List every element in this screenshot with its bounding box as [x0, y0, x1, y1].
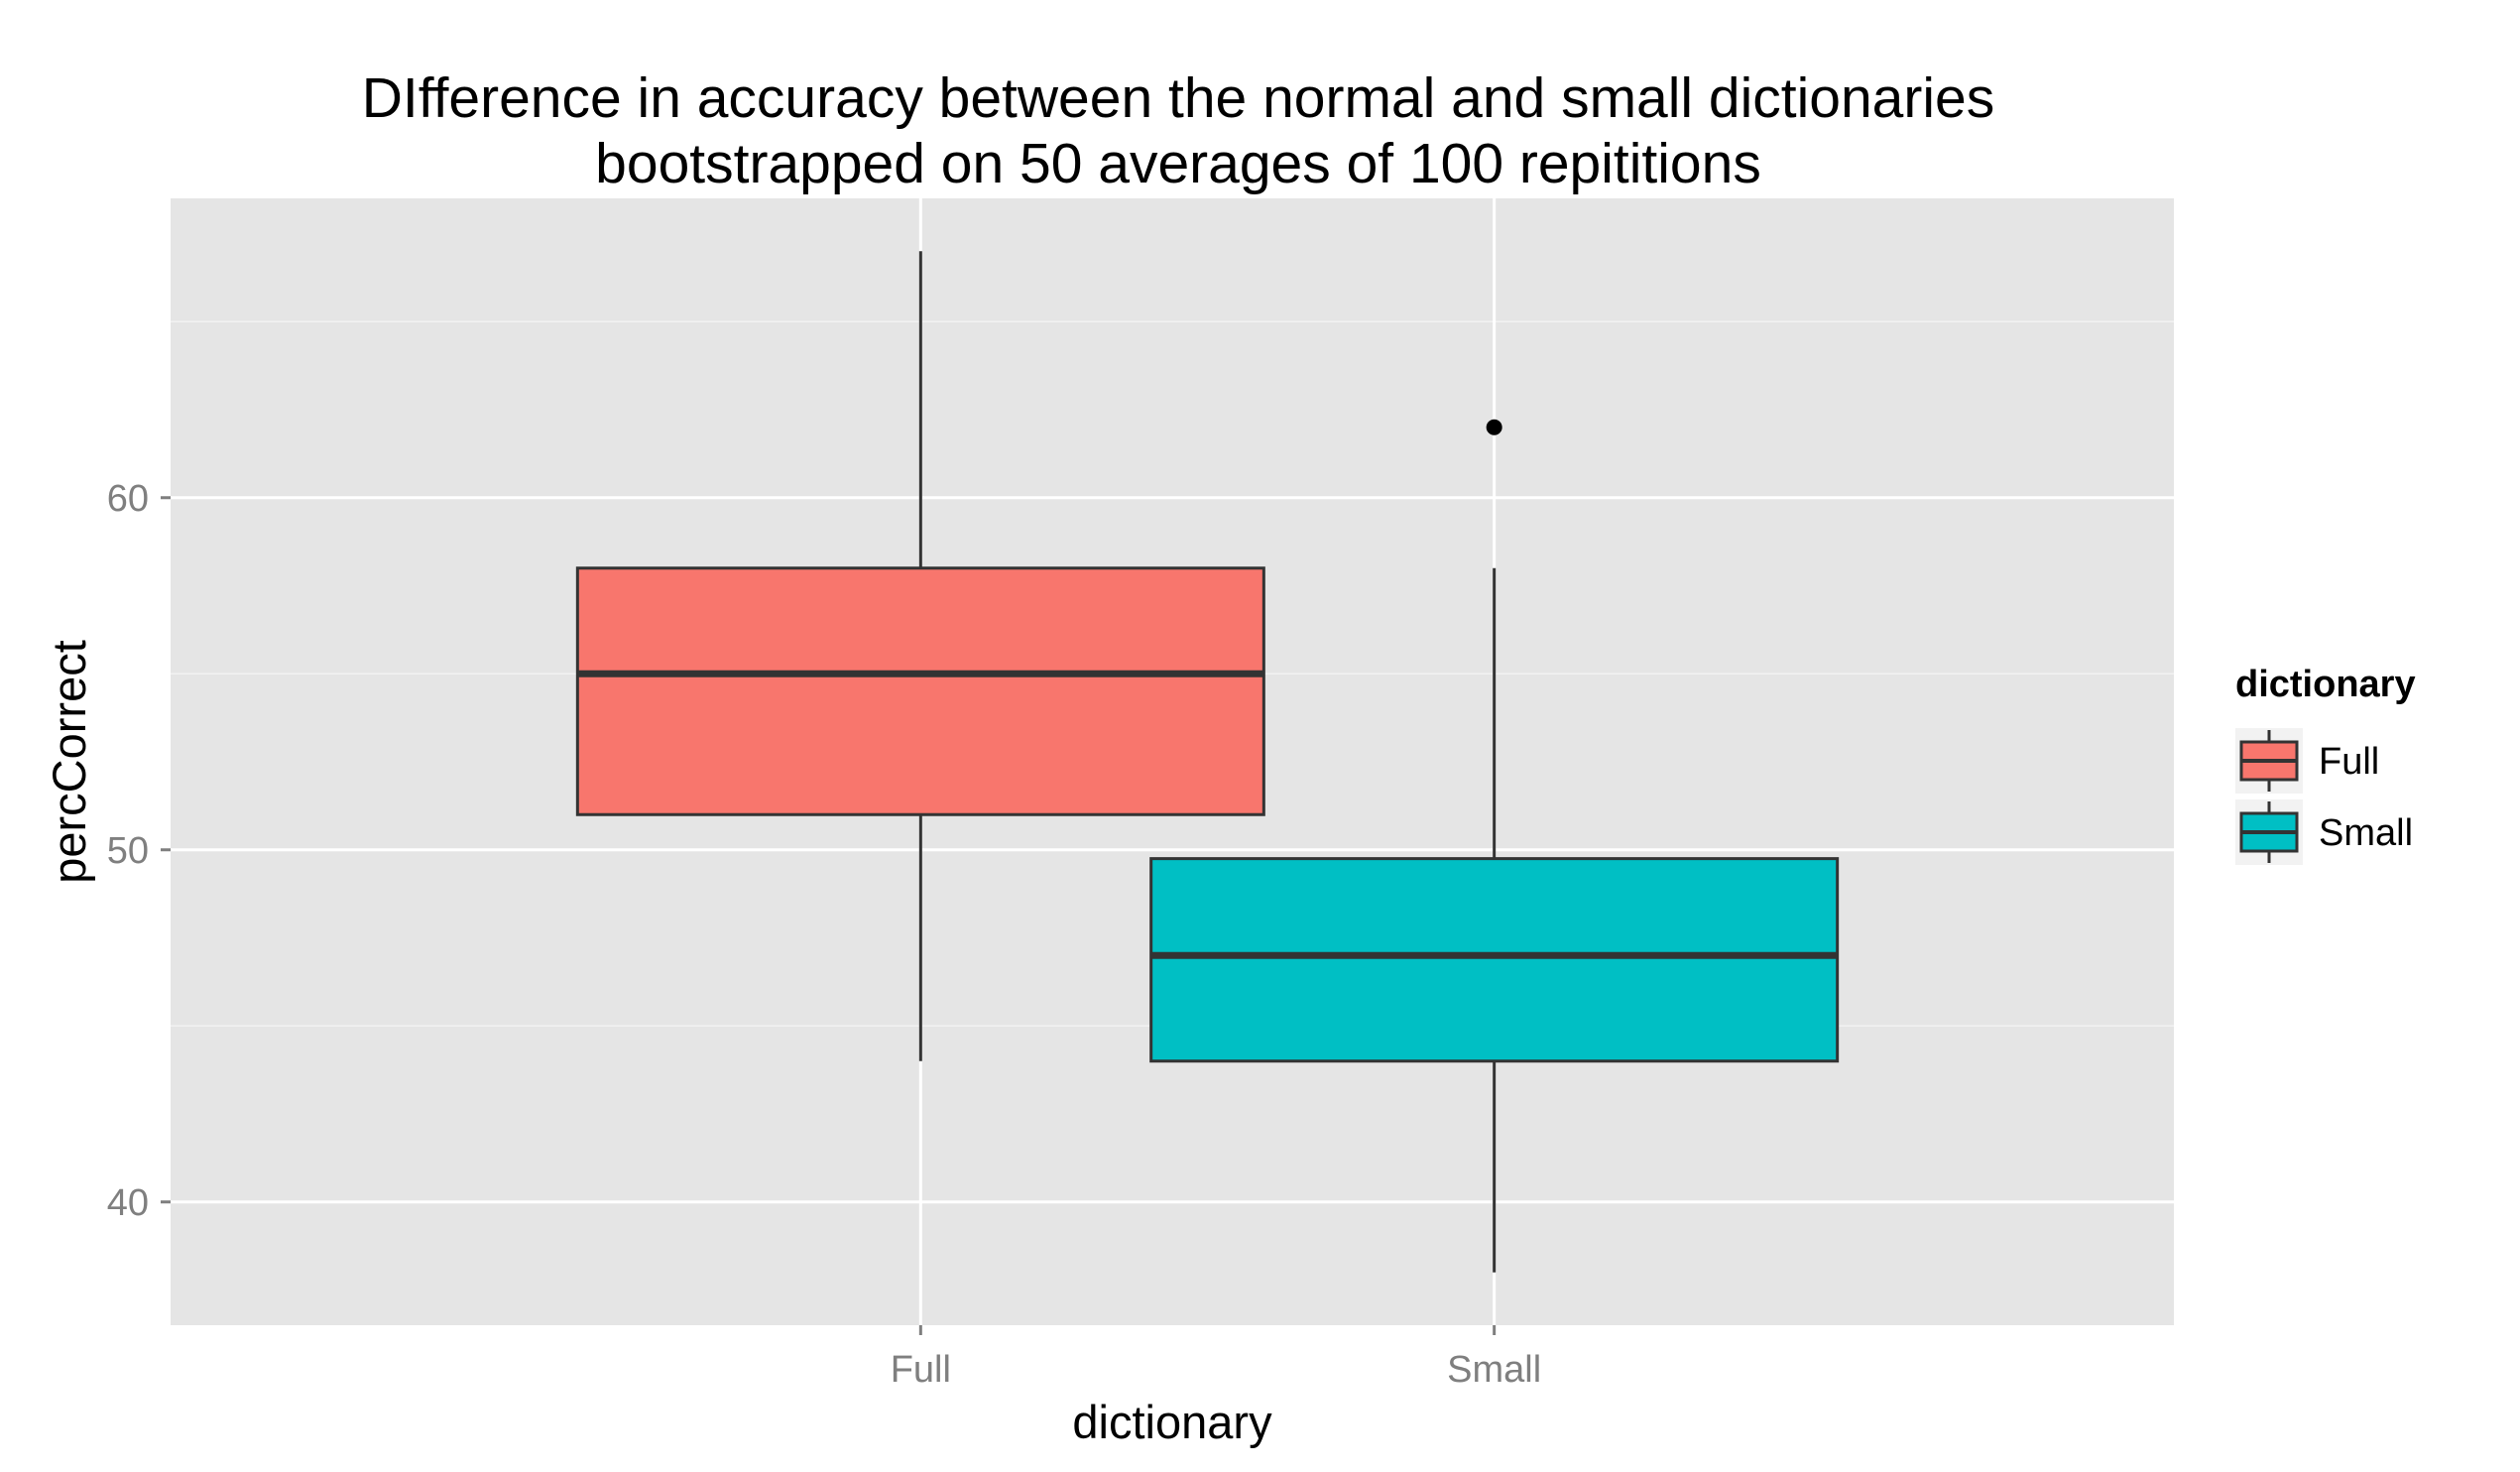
y-tick-label: 50 — [107, 830, 149, 872]
x-tick-label: Small — [1447, 1349, 1541, 1391]
legend-label: Small — [2319, 812, 2413, 854]
x-tick-label: Full — [891, 1349, 951, 1391]
x-axis: Full Small — [891, 1325, 1541, 1391]
box-layer — [575, 251, 1840, 1273]
outlier-point — [1486, 419, 1502, 435]
box-iqr — [575, 566, 1265, 816]
y-axis: 40 50 60 — [107, 478, 171, 1224]
legend: dictionary Full Small — [2235, 664, 2416, 865]
legend-items: Full Small — [2235, 728, 2413, 865]
legend-item-full: Full — [2235, 728, 2379, 794]
legend-label: Full — [2319, 741, 2379, 783]
box-full — [575, 251, 1265, 1061]
y-tick-label: 40 — [107, 1182, 149, 1224]
legend-item-small: Small — [2235, 799, 2413, 865]
legend-title: dictionary — [2235, 664, 2416, 705]
y-tick-label: 60 — [107, 478, 149, 520]
chart-title-line-2: bootstrapped on 50 averages of 100 repit… — [595, 132, 1761, 195]
chart-title-line-1: DIfference in accuracy between the norma… — [362, 66, 1994, 130]
x-axis-title: dictionary — [1072, 1396, 1272, 1448]
box-small — [1149, 419, 1840, 1273]
y-axis-title: percCorrect — [43, 640, 95, 884]
box-iqr — [1149, 857, 1840, 1063]
